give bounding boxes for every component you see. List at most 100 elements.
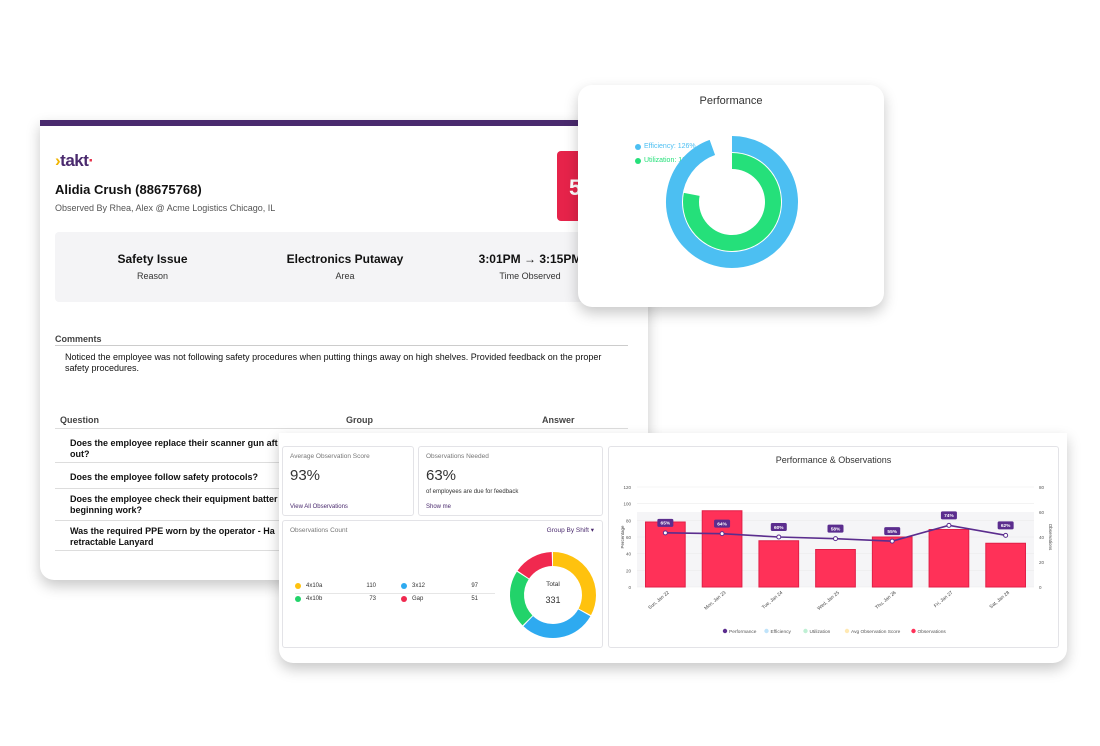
time-value: 3:01PM → 3:15PM	[478, 252, 582, 266]
efficiency-label: Efficiency: 126%	[644, 143, 696, 150]
left-tick-label: 60	[626, 535, 632, 540]
observations-needed-tile: Observations Needed 63% of employees are…	[418, 446, 603, 516]
group-header: Group	[346, 415, 373, 425]
show-me-link[interactable]: Show me	[426, 504, 452, 510]
right-tick-label: 40	[1039, 535, 1045, 540]
count-value: 97	[471, 583, 478, 589]
question-row: Was the required PPE worn by the operato…	[70, 526, 275, 547]
x-tick-label: Sat, Jan 28	[988, 590, 1011, 610]
observations-count-donut	[510, 552, 596, 638]
reason-summary: Safety Issue Reason	[90, 252, 215, 281]
data-label-bg	[997, 521, 1014, 530]
performance-data-label: 60%	[774, 525, 784, 531]
legend-swatch	[844, 628, 850, 634]
utilization-label: Utilization: 104%	[644, 157, 697, 164]
legend-swatch	[803, 628, 808, 634]
observation-report-card: ›takt· Alidia Crush (88675768) Observed …	[40, 120, 648, 580]
performance-donut	[666, 136, 798, 268]
divider	[55, 345, 628, 346]
performance-point	[662, 530, 668, 536]
left-tick-label: 100	[623, 502, 631, 507]
observations-needed-value: 63%	[426, 467, 457, 484]
performance-point	[1003, 532, 1009, 538]
observations-count-label: Observations Count	[290, 527, 348, 534]
x-tick-label: Tue, Jan 24	[761, 590, 784, 611]
left-tick-label: 40	[626, 552, 632, 557]
group-by-dropdown[interactable]: Group By Shift ▾	[546, 527, 594, 534]
performance-point	[889, 538, 895, 544]
right-tick-label: 0	[1039, 585, 1042, 590]
observations-bar	[758, 540, 800, 588]
efficiency-swatch	[635, 143, 641, 150]
left-tick-label: 0	[628, 585, 631, 590]
data-label-bg	[714, 519, 731, 528]
left-tick-label: 80	[626, 518, 632, 523]
legend-swatch	[722, 628, 728, 634]
question-row: Does the employee check their equipment …	[70, 494, 278, 515]
observations-bar	[871, 536, 913, 588]
dashboard-card: Average Observation Score 93% View All O…	[279, 433, 1067, 663]
observations-bar	[985, 542, 1026, 588]
performance-data-label: 55%	[887, 529, 897, 535]
count-item: Gap	[401, 596, 423, 602]
observations-bar	[815, 549, 856, 588]
question-row: Does the employee replace their scanner …	[70, 438, 278, 459]
count-item: 4x10a	[295, 583, 322, 589]
count-item: 4x10b	[295, 596, 322, 602]
area-value: Electronics Putaway	[286, 252, 404, 266]
legend-label: Efficiency	[771, 629, 792, 635]
divider	[55, 428, 628, 429]
answer-header: Answer	[542, 415, 575, 425]
legend-utilization[interactable]: Utilization: 104%	[635, 157, 696, 164]
left-axis-label: Percentage	[620, 525, 625, 549]
x-tick-label: Thu, Jan 26	[874, 590, 898, 611]
count-value: 51	[471, 596, 478, 602]
legend-label: Avg Observation Score	[851, 629, 901, 635]
count-slice-4x10b	[510, 571, 533, 626]
count-slice-gap	[517, 552, 553, 579]
left-tick-label: 20	[626, 568, 632, 573]
view-all-observations-link[interactable]: View All Observations	[290, 504, 348, 510]
takt-logo: ›takt·	[55, 151, 94, 170]
chevron-down-icon: ▾	[590, 527, 594, 534]
legend-efficiency[interactable]: Efficiency: 126%	[635, 143, 696, 150]
legend-label: Observations	[918, 629, 947, 635]
data-label-bg	[827, 524, 844, 533]
avg-score-label: Average Observation Score	[290, 453, 370, 460]
employee-name: Alidia Crush (88675768)	[55, 182, 202, 197]
x-tick-label: Fri, Jan 27	[933, 590, 954, 609]
total-value: 331	[545, 595, 561, 605]
right-tick-label: 60	[1039, 510, 1045, 515]
data-label-bg	[657, 518, 674, 527]
performance-card: Performance Efficiency: 126% Utilization…	[578, 85, 884, 307]
legend-swatch	[911, 628, 916, 634]
chart-title: Performance & Observations	[775, 455, 892, 465]
time-label: Time Observed	[499, 271, 561, 281]
legend-label: Utilization	[810, 629, 831, 635]
data-label-bg	[770, 523, 787, 531]
observation-summary: Safety Issue Reason Electronics Putaway …	[55, 232, 635, 302]
avg-score-tile: Average Observation Score 93% View All O…	[282, 446, 414, 516]
count-slice-4x10a	[552, 552, 596, 616]
performance-data-label: 58%	[831, 526, 841, 532]
performance-point	[719, 531, 725, 537]
count-slice-3x12	[523, 609, 591, 638]
right-axis-label: Observations	[1048, 524, 1053, 551]
divider	[295, 593, 495, 594]
area-label: Area	[335, 271, 355, 281]
right-tick-label: 20	[1039, 560, 1045, 565]
observations-bar	[928, 529, 970, 588]
utilization-arc	[683, 153, 781, 251]
utilization-swatch	[635, 157, 641, 164]
observed-by: Observed By Rhea, Alex @ Acme Logistics …	[55, 203, 276, 213]
count-value: 73	[369, 596, 376, 602]
performance-data-label: 65%	[661, 521, 671, 527]
report-top-bar	[40, 120, 648, 126]
question-header: Question	[60, 415, 100, 425]
right-tick-label: 80	[1039, 485, 1045, 490]
performance-data-label: 74%	[944, 513, 954, 519]
observations-needed-label: Observations Needed	[426, 453, 489, 460]
performance-title: Performance	[699, 95, 763, 107]
legend-label: Performance	[729, 629, 757, 635]
